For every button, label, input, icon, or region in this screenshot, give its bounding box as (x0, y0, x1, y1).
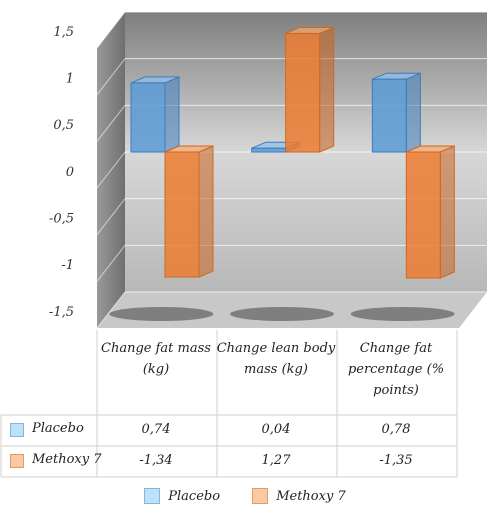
bar-shadow (109, 307, 214, 321)
legend-label-methoxy: Methoxy 7 (276, 488, 346, 504)
legend: Placebo Methoxy 7 (0, 488, 490, 508)
y-axis-ticks: 1,5 1 0,5 0 -0,5 -1 -1,5 (49, 25, 74, 320)
table-cell: -1,34 (139, 453, 173, 468)
y-tick-label: -0,5 (49, 211, 74, 226)
table-row-label-methoxy: Methoxy 7 (32, 452, 102, 467)
legend-item-placebo: Placebo (144, 488, 220, 504)
legend-swatch-methoxy (252, 488, 269, 504)
bar-shadow (230, 307, 334, 321)
bar-placebo (371, 72, 421, 153)
y-tick-label: 0 (66, 165, 74, 180)
table-header-1: Change fat mass (kg) (101, 341, 211, 377)
bar-shadow (350, 307, 455, 321)
bar-methoxy-7 (285, 26, 335, 153)
table-header-2: Change lean body mass (kg) (216, 341, 336, 377)
table-cell: 0,74 (141, 422, 171, 437)
data-table-lines (0, 330, 458, 478)
bar-methoxy-7 (164, 145, 214, 278)
gridline-side (96, 291, 126, 329)
gridline-side (96, 198, 126, 235)
table-header-3: Change fat percentage (% points) (347, 341, 445, 398)
table-cell: 0,04 (261, 422, 291, 437)
gridline-side (96, 151, 126, 189)
table-row-label-placebo: Placebo (32, 421, 84, 436)
legend-swatch-placebo (144, 488, 161, 504)
placebo-swatch (10, 423, 24, 437)
y-tick-label: 1,5 (53, 25, 74, 40)
gridline-side (96, 105, 126, 142)
table-cell: -1,35 (379, 453, 413, 468)
gridline-side (96, 245, 126, 282)
y-tick-label: -1 (61, 258, 74, 273)
bars (130, 26, 455, 279)
bar-placebo (130, 76, 180, 153)
y-tick-label: -1,5 (49, 305, 74, 320)
legend-item-methoxy: Methoxy 7 (252, 488, 346, 504)
gridline-side (96, 58, 126, 95)
methoxy-swatch (10, 454, 24, 468)
y-tick-label: 0,5 (53, 118, 74, 133)
y-tick-label: 1 (66, 71, 74, 86)
legend-label-placebo: Placebo (168, 488, 221, 504)
bar-shadows (109, 307, 455, 321)
table-cell: 0,78 (381, 422, 411, 437)
bar-methoxy-7 (405, 145, 455, 279)
table-cell: 1,27 (261, 453, 291, 468)
gridline-side (96, 11, 126, 49)
